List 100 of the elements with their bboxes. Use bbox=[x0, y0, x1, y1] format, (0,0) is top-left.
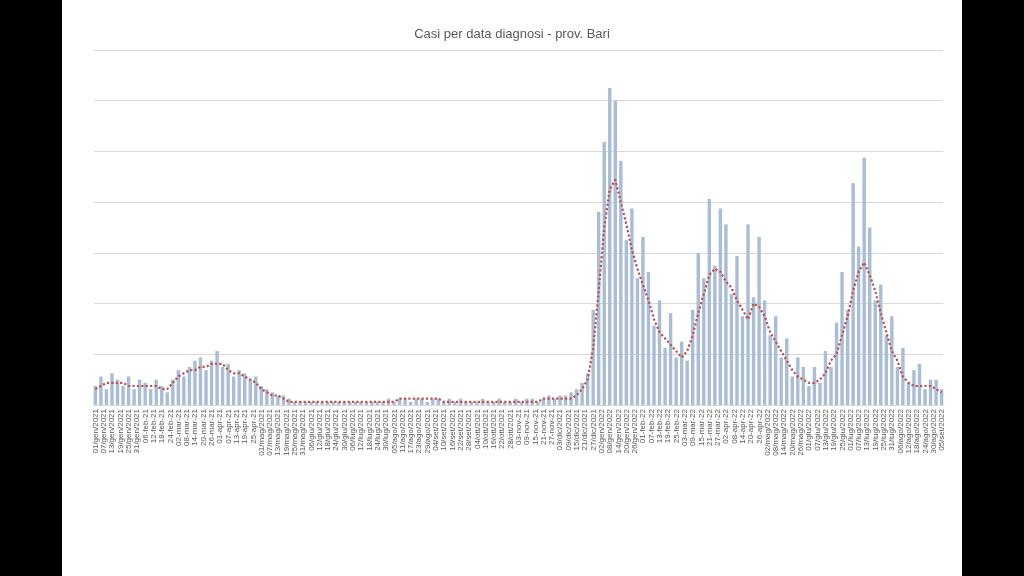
x-tick-label: 03/dic/2021 bbox=[555, 408, 565, 451]
x-tick-label: 19/mag/2021 bbox=[281, 408, 291, 456]
bar bbox=[818, 382, 822, 405]
x-tick-label: 04/set/2021 bbox=[431, 408, 441, 451]
x-tick-label: 23/ago/2021 bbox=[414, 408, 424, 454]
x-tick-label: 20/mag/2022 bbox=[787, 408, 797, 456]
x-tick-label: 24-feb-21 bbox=[165, 408, 175, 444]
bar bbox=[143, 382, 147, 405]
x-tick-label: 26/mag/2022 bbox=[796, 408, 806, 456]
bar bbox=[652, 325, 656, 405]
x-tick-label: 13/giu/2022 bbox=[820, 408, 830, 451]
x-tick-label: 13-apr-21 bbox=[231, 408, 241, 444]
x-tick-label: 12/giu/2021 bbox=[314, 408, 324, 451]
x-tick-label: 01/giu/2022 bbox=[804, 408, 814, 451]
x-tick-label: 28/ott/2021 bbox=[505, 408, 515, 450]
x-tick-label: 25/gen/2021 bbox=[124, 408, 134, 454]
x-tick-label: 21/dic/2021 bbox=[580, 408, 590, 451]
x-tick-label: 19/giu/2022 bbox=[829, 408, 839, 451]
x-tick-label: 18/ago/2022 bbox=[912, 408, 922, 454]
bar bbox=[403, 398, 407, 405]
x-tick-label: 01/gen/2021 bbox=[90, 408, 100, 454]
x-tick-label: 18/giu/2021 bbox=[323, 408, 333, 451]
x-tick-label: 31/lug/2022 bbox=[887, 408, 897, 451]
bar bbox=[226, 363, 230, 405]
x-tick-label: 24/ago/2022 bbox=[920, 408, 930, 454]
x-tick-label: 24/lug/2021 bbox=[372, 408, 382, 451]
x-tick-label: 07/giu/2022 bbox=[812, 408, 822, 451]
bar bbox=[121, 385, 125, 405]
x-tick-label: 03-mar-22 bbox=[679, 408, 689, 446]
x-tick-label: 01-apr-21 bbox=[215, 408, 225, 444]
x-tick-label: 25/giu/2022 bbox=[837, 408, 847, 451]
x-tick-label: 21-mar-22 bbox=[704, 408, 714, 446]
bar bbox=[265, 389, 269, 405]
x-tick-label: 31/gen/2021 bbox=[132, 408, 142, 454]
bar bbox=[757, 237, 761, 405]
bar bbox=[890, 316, 894, 405]
x-tick-label: 09-mar-22 bbox=[688, 408, 698, 446]
x-tick-label: 01-feb-22 bbox=[638, 408, 648, 444]
bar bbox=[619, 160, 623, 405]
bar bbox=[685, 360, 689, 405]
bar bbox=[204, 370, 208, 405]
bar bbox=[165, 392, 169, 405]
x-tick-label: 16/set/2021 bbox=[447, 408, 457, 451]
bar bbox=[724, 224, 728, 405]
x-tick-label: 19-feb-22 bbox=[663, 408, 673, 444]
x-tick-label: 05/set/2022 bbox=[937, 408, 947, 451]
x-tick-label: 19/gen/2021 bbox=[115, 408, 125, 454]
bar bbox=[558, 395, 562, 405]
x-tick-label: 07/mag/2021 bbox=[265, 408, 275, 456]
x-tick-label: 06-feb-21 bbox=[140, 408, 150, 444]
bar bbox=[674, 357, 678, 405]
x-tick-label: 30/giu/2021 bbox=[339, 408, 349, 451]
bar bbox=[934, 379, 938, 405]
x-tick-label: 26-mar-21 bbox=[207, 408, 217, 446]
x-tick-label: 02/mag/2022 bbox=[762, 408, 772, 456]
x-tick-label: 01/mag/2021 bbox=[256, 408, 266, 456]
x-tick-label: 25-apr-21 bbox=[248, 408, 258, 444]
x-tick-label: 02-mar-21 bbox=[173, 408, 183, 446]
x-tick-label: 14-mar-21 bbox=[190, 408, 200, 446]
x-tick-label: 13/mag/2021 bbox=[273, 408, 283, 456]
x-tick-label: 06/ago/2022 bbox=[895, 408, 905, 454]
bar bbox=[713, 265, 717, 405]
x-tick-label: 18-feb-21 bbox=[157, 408, 167, 444]
bar bbox=[829, 366, 833, 405]
x-tick-label: 08/gen/2022 bbox=[605, 408, 615, 454]
x-tick-label: 22/set/2021 bbox=[455, 408, 465, 451]
x-tick-label: 31/mag/2021 bbox=[298, 408, 308, 456]
bar bbox=[630, 208, 634, 405]
x-tick-label: 08-apr-22 bbox=[729, 408, 739, 444]
bar bbox=[182, 376, 186, 405]
bar bbox=[807, 385, 811, 405]
x-tick-label: 25/lug/2022 bbox=[879, 408, 889, 451]
x-tick-label: 27-mar-22 bbox=[713, 408, 723, 446]
x-tick-label: 10/ott/2021 bbox=[480, 408, 490, 450]
x-tick-label: 12/ago/2022 bbox=[903, 408, 913, 454]
x-tick-label: 07-apr-21 bbox=[223, 408, 233, 444]
bar bbox=[663, 347, 667, 405]
x-tick-label: 15/dic/2021 bbox=[572, 408, 582, 451]
bar bbox=[132, 389, 136, 405]
x-tick-label: 09/dic/2021 bbox=[563, 408, 573, 451]
x-tick-label: 30/lug/2021 bbox=[381, 408, 391, 451]
bar bbox=[912, 370, 916, 405]
bar bbox=[840, 271, 844, 405]
bar bbox=[99, 376, 103, 405]
x-tick-label: 14-apr-22 bbox=[738, 408, 747, 444]
x-tick-label: 24/giu/2021 bbox=[331, 408, 341, 451]
bar bbox=[796, 357, 800, 405]
x-tick-label: 08/mag/2022 bbox=[771, 408, 781, 456]
x-tick-label: 02/gen/2022 bbox=[596, 408, 606, 454]
x-tick-label: 29/ago/2021 bbox=[422, 408, 432, 454]
x-tick-label: 20/gen/2022 bbox=[621, 408, 631, 454]
bar bbox=[851, 183, 855, 405]
chart-title: Casi per data diagnosi - prov. Bari bbox=[414, 26, 610, 41]
bar bbox=[193, 360, 197, 405]
bar bbox=[901, 347, 905, 405]
bar bbox=[862, 157, 866, 405]
x-tick-label: 26/gen/2022 bbox=[630, 408, 640, 454]
x-tick-label: 12-feb-21 bbox=[148, 408, 158, 444]
x-tick-label: 22/ott/2021 bbox=[497, 408, 507, 450]
x-tick-label: 25-feb-22 bbox=[671, 408, 681, 444]
